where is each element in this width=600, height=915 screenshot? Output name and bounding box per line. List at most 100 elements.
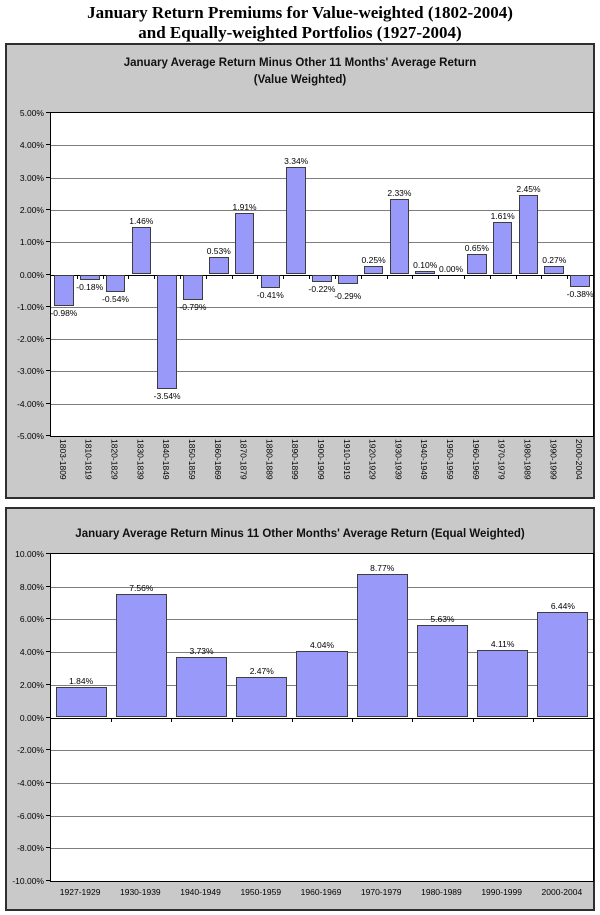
category-tick xyxy=(257,274,259,279)
bar-value-label: 6.44% xyxy=(550,601,575,612)
gridline xyxy=(51,177,593,179)
x-axis-line xyxy=(51,717,593,719)
y-axis-tick-label: -6.00% xyxy=(17,810,44,821)
bar-1980-1989 xyxy=(518,195,539,275)
bar-1803-1809 xyxy=(54,274,74,307)
bar-value-label: 0.00% xyxy=(438,263,464,274)
x-axis-category-label: 1930-1939 xyxy=(393,439,404,480)
bar-value-label: 0.10% xyxy=(413,260,438,271)
bar-value-label: 0.27% xyxy=(542,254,567,265)
value-weighted-chart-panel: January Average Return Minus Other 11 Mo… xyxy=(5,43,595,499)
y-axis-tick-label: -5.00% xyxy=(17,431,44,441)
bar-value-label: 0.53% xyxy=(206,246,231,257)
x-axis-category-label: 1990-1999 xyxy=(548,439,559,480)
category-tick xyxy=(102,274,104,279)
bar-value-label: 0.25% xyxy=(361,255,386,266)
bar-value-label: 4.11% xyxy=(490,639,515,650)
category-tick xyxy=(352,717,354,722)
gridline xyxy=(51,209,593,211)
bar-value-label: -0.38% xyxy=(566,288,594,299)
y-axis-tick xyxy=(46,683,50,685)
y-axis-tick xyxy=(46,273,50,275)
y-axis-tick xyxy=(46,814,50,816)
x-axis-category-label: 1870-1879 xyxy=(238,439,249,480)
category-tick xyxy=(231,717,233,722)
y-axis-tick xyxy=(46,402,50,404)
x-axis-category-label: 1980-1989 xyxy=(421,887,462,897)
category-tick xyxy=(386,274,388,279)
y-axis-tick-label: -2.00% xyxy=(17,334,44,345)
chart-title-line1: January Average Return Minus 11 Other Mo… xyxy=(75,528,525,540)
y-axis-tick xyxy=(46,176,50,178)
category-tick xyxy=(472,717,474,722)
x-axis-category-label: 1820-1829 xyxy=(109,439,120,480)
x-axis-category-label: 1940-1949 xyxy=(180,887,221,897)
gridline xyxy=(51,145,593,147)
category-tick xyxy=(438,274,440,279)
bar-1960-1969 xyxy=(296,651,348,718)
category-tick xyxy=(412,717,414,722)
bar-1840-1849 xyxy=(157,274,177,389)
category-tick xyxy=(567,274,569,279)
x-axis-category-label: 1980-1989 xyxy=(522,439,533,480)
bar-1820-1829 xyxy=(105,274,126,292)
y-axis-tick-label: -10.00% xyxy=(12,876,44,886)
gridline xyxy=(51,750,593,752)
bar-value-label: -0.98% xyxy=(50,308,78,319)
bar-value-label: 3.73% xyxy=(189,645,214,656)
page-title: January Return Premiums for Value-weight… xyxy=(0,3,600,42)
bar-1880-1889 xyxy=(260,274,281,288)
y-axis-tick-label: 6.00% xyxy=(19,614,44,625)
bar-1960-1969 xyxy=(467,253,487,275)
bar-value-label: 0.65% xyxy=(464,242,489,253)
category-tick xyxy=(231,274,233,279)
bar-value-label: 3.34% xyxy=(284,155,309,166)
gridline xyxy=(51,371,593,373)
category-tick xyxy=(463,274,465,279)
bar-value-label: 5.63% xyxy=(430,614,455,625)
bar-1950-1959 xyxy=(236,677,288,718)
y-axis-tick xyxy=(46,370,50,372)
bar-value-label: 1.91% xyxy=(232,201,257,212)
y-axis-tick-label: 5.00% xyxy=(19,108,44,118)
x-axis-category-label: 1960-1969 xyxy=(470,439,481,480)
x-axis-category-label: 1950-1959 xyxy=(445,439,456,480)
equal-weighted-chart-title: January Average Return Minus 11 Other Mo… xyxy=(7,526,593,543)
y-axis-tick-label: 2.00% xyxy=(19,204,44,215)
bar-1930-1939 xyxy=(389,199,410,275)
bar-1940-1949 xyxy=(415,271,436,275)
category-tick xyxy=(360,274,362,279)
x-axis-category-label: 1930-1939 xyxy=(120,887,161,897)
y-axis-tick xyxy=(46,781,50,783)
gridline xyxy=(51,619,593,621)
y-axis-tick xyxy=(46,112,50,113)
gridline xyxy=(51,403,593,405)
bar-1970-1979 xyxy=(492,222,513,275)
bar-value-label: 2.45% xyxy=(516,184,541,195)
x-axis-category-label: 1900-1909 xyxy=(316,439,326,480)
x-axis-category-label: 1810-1819 xyxy=(83,439,94,480)
bar-1860-1869 xyxy=(208,257,229,275)
bar-value-label: 7.56% xyxy=(129,582,154,593)
y-axis-tick-label: 0.00% xyxy=(19,712,44,723)
bar-1890-1899 xyxy=(286,166,306,275)
y-axis-tick-label: -4.00% xyxy=(17,777,44,788)
x-axis-category-label: 1970-1979 xyxy=(496,439,507,480)
equal-weighted-plot-area: 1.84% 7.56% 3.73% 2.47% 4.04% 8.77% 5.63% 4.11%… xyxy=(50,553,594,882)
y-axis-tick-label: 4.00% xyxy=(19,647,44,658)
gridline xyxy=(51,815,593,817)
bar-value-label: 1.46% xyxy=(129,216,154,227)
bar-value-label: -0.41% xyxy=(256,289,284,300)
y-axis-tick-label: -4.00% xyxy=(17,398,44,409)
y-axis-tick-label: 8.00% xyxy=(19,581,44,592)
equal-weighted-chart-panel: January Average Return Minus 11 Other Mo… xyxy=(5,507,595,911)
y-axis-tick xyxy=(46,716,50,718)
bar-value-label: 1.84% xyxy=(69,676,94,687)
x-axis-category-label: 1803-1809 xyxy=(57,439,68,480)
x-axis-category-label: 1940-1949 xyxy=(419,439,430,480)
y-axis-tick-label: 0.00% xyxy=(19,269,44,280)
x-axis-category-label: 1970-1979 xyxy=(360,887,402,897)
category-tick xyxy=(309,274,311,279)
bar-1927-1929 xyxy=(55,687,107,718)
category-tick xyxy=(283,274,285,279)
